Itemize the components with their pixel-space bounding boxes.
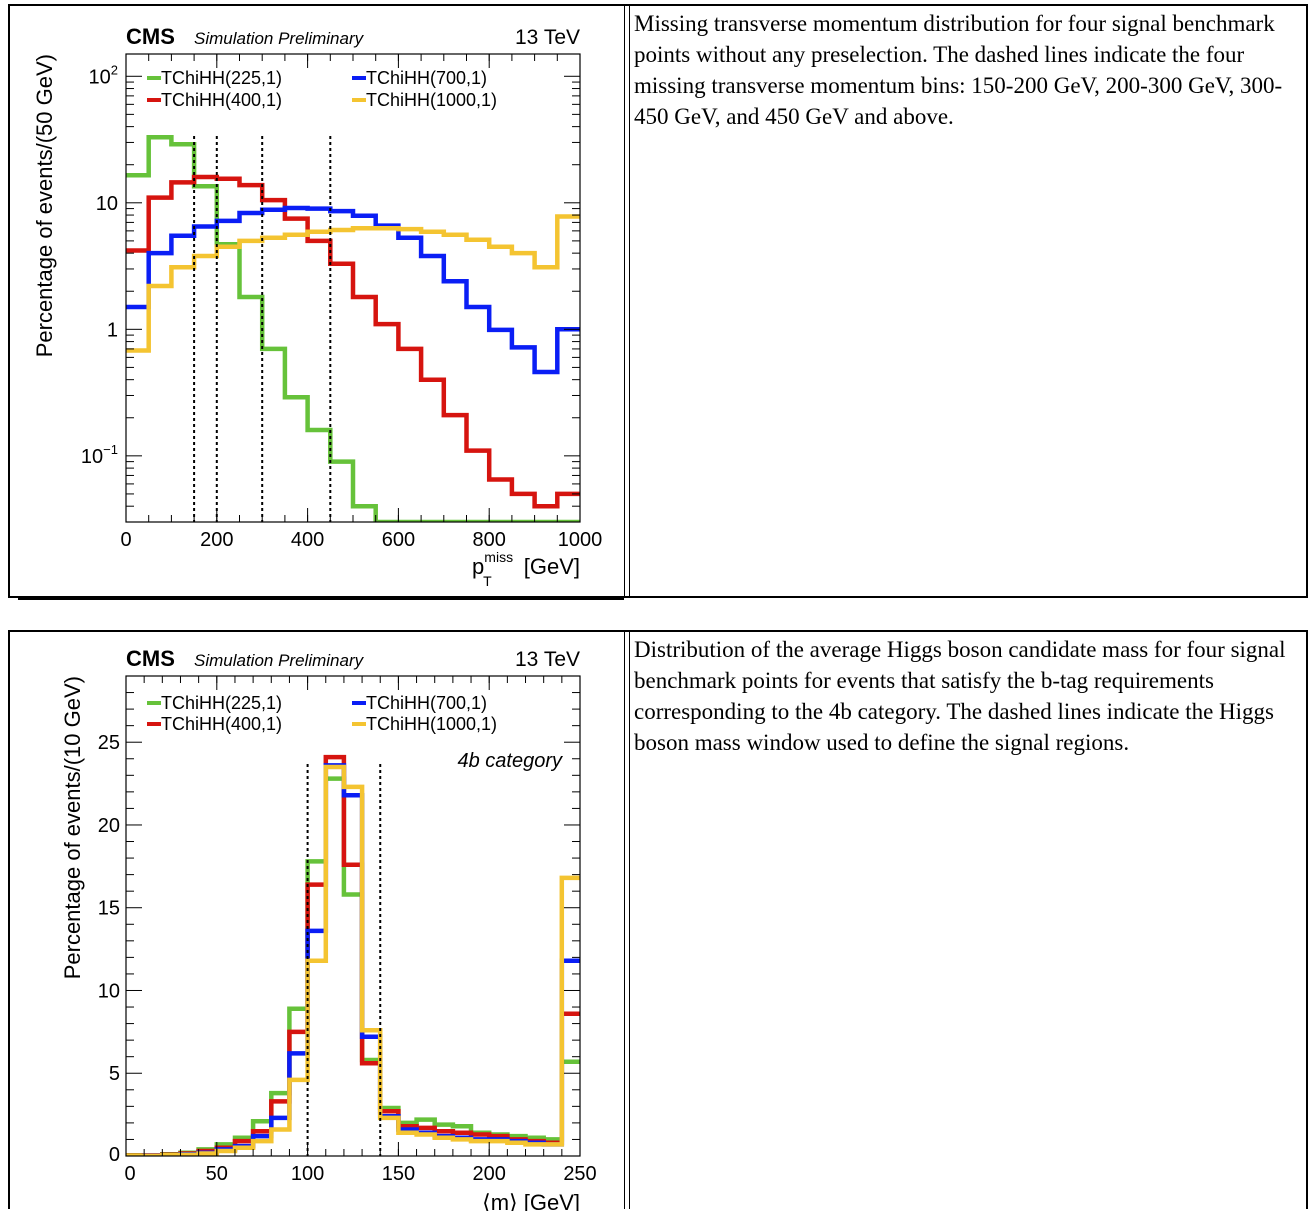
cell-divider xyxy=(624,6,630,596)
legend-entry: TChiHH(400,1) xyxy=(161,90,282,110)
cms-label: CMS xyxy=(126,24,175,49)
series-line-2 xyxy=(126,205,580,375)
x-tick-label: 200 xyxy=(200,529,233,551)
legend-entry: TChiHH(1000,1) xyxy=(366,714,497,734)
y-axis-label: Percentage of events/(50 GeV) xyxy=(32,54,57,357)
y-tick-label: 10 xyxy=(98,980,120,1002)
y-tick-label: 5 xyxy=(109,1063,120,1085)
plot-cell-1: 0 200 400 600 800 1000 102 10 1 10−1 Percentage of… xyxy=(10,6,624,596)
figure-row-1: 0 200 400 600 800 1000 102 10 1 10−1 Percentage of… xyxy=(8,4,1308,600)
plot-cell-2: 0 50 100 150 200 250 0 5 10 15 20 25 Percentage of e… xyxy=(10,632,624,1215)
cms-subtitle: Simulation Preliminary xyxy=(194,651,365,670)
met-chart: 0 200 400 600 800 1000 102 10 1 10−1 Percentage of… xyxy=(32,24,603,589)
legend-entry: TChiHH(225,1) xyxy=(161,693,282,713)
plot-underline xyxy=(18,598,624,600)
y-tick-label: 10 xyxy=(96,193,118,215)
legend-entry: TChiHH(700,1) xyxy=(366,68,487,88)
mass-chart: 0 50 100 150 200 250 0 5 10 15 20 25 Percentage of e… xyxy=(60,646,597,1215)
y-axis-label: Percentage of events/(10 GeV) xyxy=(60,676,85,979)
y-tick-label: 25 xyxy=(98,732,120,754)
y-tick-label: 15 xyxy=(98,898,120,920)
energy-label: 13 TeV xyxy=(515,648,580,671)
energy-label: 13 TeV xyxy=(515,26,580,49)
series-line-3 xyxy=(126,764,580,1156)
series-line-1 xyxy=(126,754,580,1156)
legend-entry: TChiHH(700,1) xyxy=(366,693,487,713)
x-tick-label: 250 xyxy=(563,1163,596,1185)
y-tick-label: 1 xyxy=(107,319,118,341)
legend-entry: TChiHH(400,1) xyxy=(161,714,282,734)
plot-frame xyxy=(125,675,581,1157)
series-line-0 xyxy=(126,776,580,1156)
x-tick-label: 200 xyxy=(473,1163,506,1185)
y-tick-label: 10−1 xyxy=(81,442,118,468)
cms-subtitle: Simulation Preliminary xyxy=(194,29,365,48)
x-tick-label: 600 xyxy=(382,529,415,551)
category-label: 4b category xyxy=(457,750,563,772)
x-axis-label: ⟨m⟩ [GeV] xyxy=(482,1190,580,1211)
x-tick-label: 1000 xyxy=(558,529,603,551)
x-tick-label: 0 xyxy=(120,529,131,551)
caption-2: Distribution of the average Higgs boson … xyxy=(634,637,1286,755)
y-tick-label: 0 xyxy=(109,1144,120,1166)
x-tick-label: 100 xyxy=(291,1163,324,1185)
x-axis-label: pmiss T [GeV] xyxy=(472,549,580,589)
legend-entry: TChiHH(225,1) xyxy=(161,68,282,88)
figure-row-2: 0 50 100 150 200 250 0 5 10 15 20 25 Percentage of e… xyxy=(8,630,1308,1215)
y-tick-label: 102 xyxy=(89,62,118,88)
caption-1: Missing transverse momentum distribution… xyxy=(634,11,1283,129)
cell-divider xyxy=(624,632,630,1209)
series-line-0 xyxy=(126,134,580,522)
x-tick-label: 150 xyxy=(382,1163,415,1185)
x-tick-label: 0 xyxy=(124,1163,135,1185)
series-line-1 xyxy=(126,174,580,509)
legend-entry: TChiHH(1000,1) xyxy=(366,90,497,110)
series-line-2 xyxy=(126,763,580,1156)
x-tick-label: 800 xyxy=(473,529,506,551)
x-tick-label: 400 xyxy=(291,529,324,551)
y-tick-label: 20 xyxy=(98,815,120,837)
x-tick-label: 50 xyxy=(206,1163,228,1185)
cms-label: CMS xyxy=(126,646,175,671)
series-line-3 xyxy=(126,214,580,353)
